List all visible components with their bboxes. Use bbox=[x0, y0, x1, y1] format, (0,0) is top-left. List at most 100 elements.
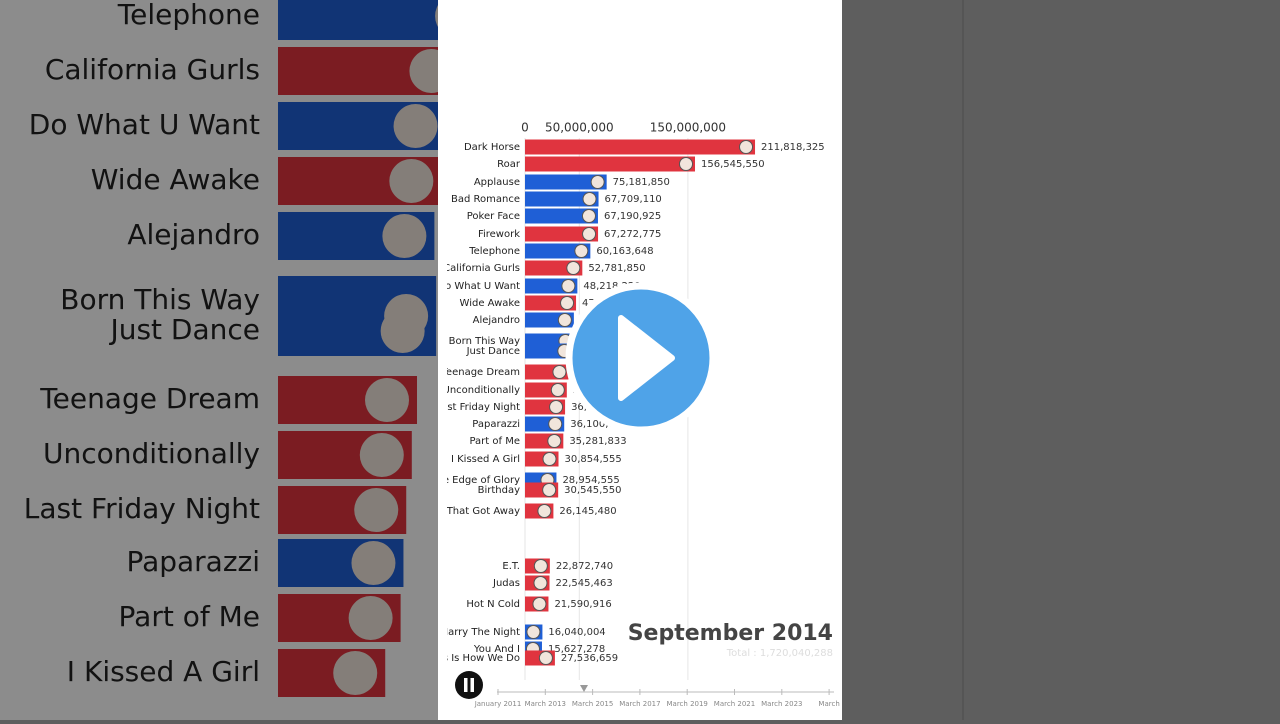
category-label: Judas bbox=[492, 578, 520, 589]
bar-icon bbox=[561, 279, 576, 293]
category-label: Wide Awake bbox=[460, 298, 520, 309]
bar-icon bbox=[542, 452, 557, 466]
value-label: 52,781,850 bbox=[588, 263, 645, 274]
value-label: 22,872,740 bbox=[556, 561, 613, 572]
value-label: 60,163,648 bbox=[596, 246, 653, 257]
bar bbox=[525, 156, 696, 172]
bar-icon bbox=[533, 576, 548, 590]
bar bbox=[525, 226, 599, 242]
bg-icon bbox=[333, 651, 378, 695]
bar-icon bbox=[533, 559, 548, 573]
category-label: Dark Horse bbox=[464, 142, 520, 153]
bar-icon bbox=[538, 651, 553, 665]
category-label: Birthday bbox=[478, 485, 520, 496]
category-label: Applause bbox=[474, 177, 520, 188]
category-label: Alejandro bbox=[473, 315, 520, 326]
x-tick-label: 50,000,000 bbox=[545, 121, 614, 135]
bar bbox=[525, 191, 599, 207]
category-label: Last Friday Night bbox=[436, 402, 520, 413]
play-icon bbox=[618, 315, 675, 401]
category-label: I Kissed A Girl bbox=[451, 454, 520, 465]
bar-icon bbox=[560, 296, 575, 310]
bar-icon bbox=[739, 140, 754, 154]
category-label: Part of Me bbox=[469, 436, 520, 447]
value-label: 15,627,278 bbox=[548, 644, 605, 655]
timeline-label: March 2021 bbox=[714, 700, 755, 708]
bg-category-label: Unconditionally bbox=[43, 437, 260, 470]
bar-icon bbox=[557, 313, 572, 327]
value-label: 21,590,916 bbox=[554, 599, 611, 610]
category-label: Paparazzi bbox=[472, 419, 520, 430]
bar-icon bbox=[542, 483, 557, 497]
category-label: Bad Romance bbox=[451, 194, 520, 205]
bar-icon bbox=[537, 504, 552, 518]
category-label: E.T. bbox=[502, 561, 520, 572]
x-tick-label: 0 bbox=[521, 121, 529, 135]
value-label: 211,818,325 bbox=[761, 142, 825, 153]
category-label: The One That Got Away bbox=[400, 506, 520, 517]
value-label: 30,854,555 bbox=[565, 454, 622, 465]
bg-icon bbox=[435, 5, 438, 27]
value-label: 30,545,550 bbox=[564, 485, 621, 496]
bg-category-label: Teenage Dream bbox=[39, 382, 260, 415]
bg-category-label: Wide Awake bbox=[91, 163, 260, 196]
value-label: 26,145,480 bbox=[559, 506, 616, 517]
timeline-label: March 2019 bbox=[667, 700, 708, 708]
bar-icon bbox=[582, 192, 597, 206]
right-backdrop bbox=[842, 0, 1280, 720]
pause-button[interactable] bbox=[455, 671, 483, 699]
value-label: 67,709,110 bbox=[605, 194, 662, 205]
bg-icon bbox=[354, 488, 399, 532]
timeline-label: March bbox=[818, 700, 839, 708]
bg-category-label: Do What U Want bbox=[29, 108, 260, 141]
bg-category-label: Paparazzi bbox=[126, 545, 260, 578]
bg-category-label: Part of Me bbox=[119, 600, 260, 633]
x-tick-label: 150,000,000 bbox=[650, 121, 726, 135]
category-label: This Is How We Do bbox=[427, 653, 520, 664]
value-label: 16,040,004 bbox=[548, 627, 605, 638]
category-label: You And I bbox=[473, 644, 520, 655]
value-label: 48,218,220 bbox=[583, 281, 640, 292]
category-label: Unconditionally bbox=[443, 385, 521, 396]
value-label: 22,545,463 bbox=[555, 578, 612, 589]
category-label: Teenage Dream bbox=[441, 367, 520, 378]
value-label: 67,190,925 bbox=[604, 211, 661, 222]
category-label: Hot N Cold bbox=[466, 599, 520, 610]
category-label: California Gurls bbox=[443, 263, 520, 274]
bg-category-label: Alejandro bbox=[127, 218, 260, 251]
bar-icon bbox=[679, 157, 694, 171]
bar-icon bbox=[582, 227, 597, 241]
bar bbox=[525, 208, 598, 224]
bg-bar bbox=[278, 0, 438, 40]
bar-icon bbox=[549, 400, 564, 414]
timeline-label: January 2011 bbox=[474, 700, 522, 708]
bg-category-label: I Kissed A Girl bbox=[67, 655, 260, 688]
category-label: Just Dance bbox=[466, 346, 520, 357]
category-label: Poker Face bbox=[467, 211, 520, 222]
category-label: Do What U Want bbox=[437, 281, 520, 292]
bg-category-label: Telephone bbox=[117, 0, 260, 31]
bar-icon bbox=[532, 597, 547, 611]
bar-icon bbox=[548, 417, 563, 431]
bar-icon bbox=[526, 625, 541, 639]
bg-category-label: Just Dance bbox=[108, 313, 260, 346]
bar bbox=[525, 243, 591, 259]
bar-icon bbox=[550, 383, 565, 397]
bar-icon bbox=[552, 365, 567, 379]
category-label: Roar bbox=[497, 159, 521, 170]
timeline-label: March 2015 bbox=[572, 700, 613, 708]
bg-icon bbox=[365, 378, 410, 422]
total: Total : 1,720,040,288 bbox=[726, 648, 833, 659]
bg-category-label: Last Friday Night bbox=[24, 492, 260, 525]
left-dim bbox=[0, 0, 438, 720]
bar-icon bbox=[566, 261, 581, 275]
pause-icon bbox=[464, 678, 468, 692]
bg-icon bbox=[393, 104, 438, 148]
timeline-label: March 2017 bbox=[619, 700, 660, 708]
value-label: 36,100,000 bbox=[570, 419, 627, 430]
bar-icon bbox=[574, 244, 589, 258]
bg-icon bbox=[380, 309, 425, 353]
bar-icon bbox=[581, 209, 596, 223]
timeline-cursor[interactable] bbox=[580, 685, 588, 692]
